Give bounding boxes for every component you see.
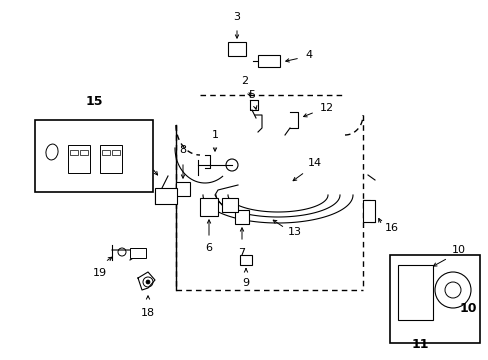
Bar <box>258 55 280 67</box>
Text: 17: 17 <box>141 152 155 162</box>
Bar <box>235 210 248 224</box>
Text: 9: 9 <box>242 278 249 288</box>
Text: 3: 3 <box>233 12 240 22</box>
Ellipse shape <box>46 144 58 160</box>
Circle shape <box>146 280 150 284</box>
Bar <box>35 120 153 192</box>
Text: 11: 11 <box>410 338 428 351</box>
Text: 10: 10 <box>451 245 465 255</box>
Text: 7: 7 <box>238 248 245 258</box>
Text: 15: 15 <box>85 95 102 108</box>
Bar <box>397 265 432 320</box>
Bar <box>130 248 146 258</box>
Text: 2: 2 <box>241 76 248 86</box>
Bar <box>100 145 122 173</box>
Bar <box>200 198 218 216</box>
Text: 8: 8 <box>179 145 186 155</box>
Bar <box>80 150 88 155</box>
Text: 16: 16 <box>384 223 398 233</box>
Text: 10: 10 <box>459 302 476 315</box>
Bar <box>68 145 90 173</box>
Text: 19: 19 <box>93 268 107 278</box>
Text: 13: 13 <box>287 227 302 237</box>
Text: 1: 1 <box>211 130 218 140</box>
Bar <box>362 200 374 222</box>
Bar <box>102 150 110 155</box>
Text: 18: 18 <box>141 308 155 318</box>
Text: 6: 6 <box>205 243 212 253</box>
Text: 14: 14 <box>307 158 322 168</box>
Bar <box>155 188 177 204</box>
Bar <box>70 150 78 155</box>
Bar <box>240 255 251 265</box>
Text: 5: 5 <box>248 90 255 100</box>
Bar <box>176 182 190 196</box>
Text: 4: 4 <box>305 50 311 60</box>
Bar <box>222 198 238 212</box>
Bar <box>112 150 120 155</box>
Text: 12: 12 <box>319 103 333 113</box>
Bar <box>227 42 245 56</box>
Bar <box>389 255 479 343</box>
